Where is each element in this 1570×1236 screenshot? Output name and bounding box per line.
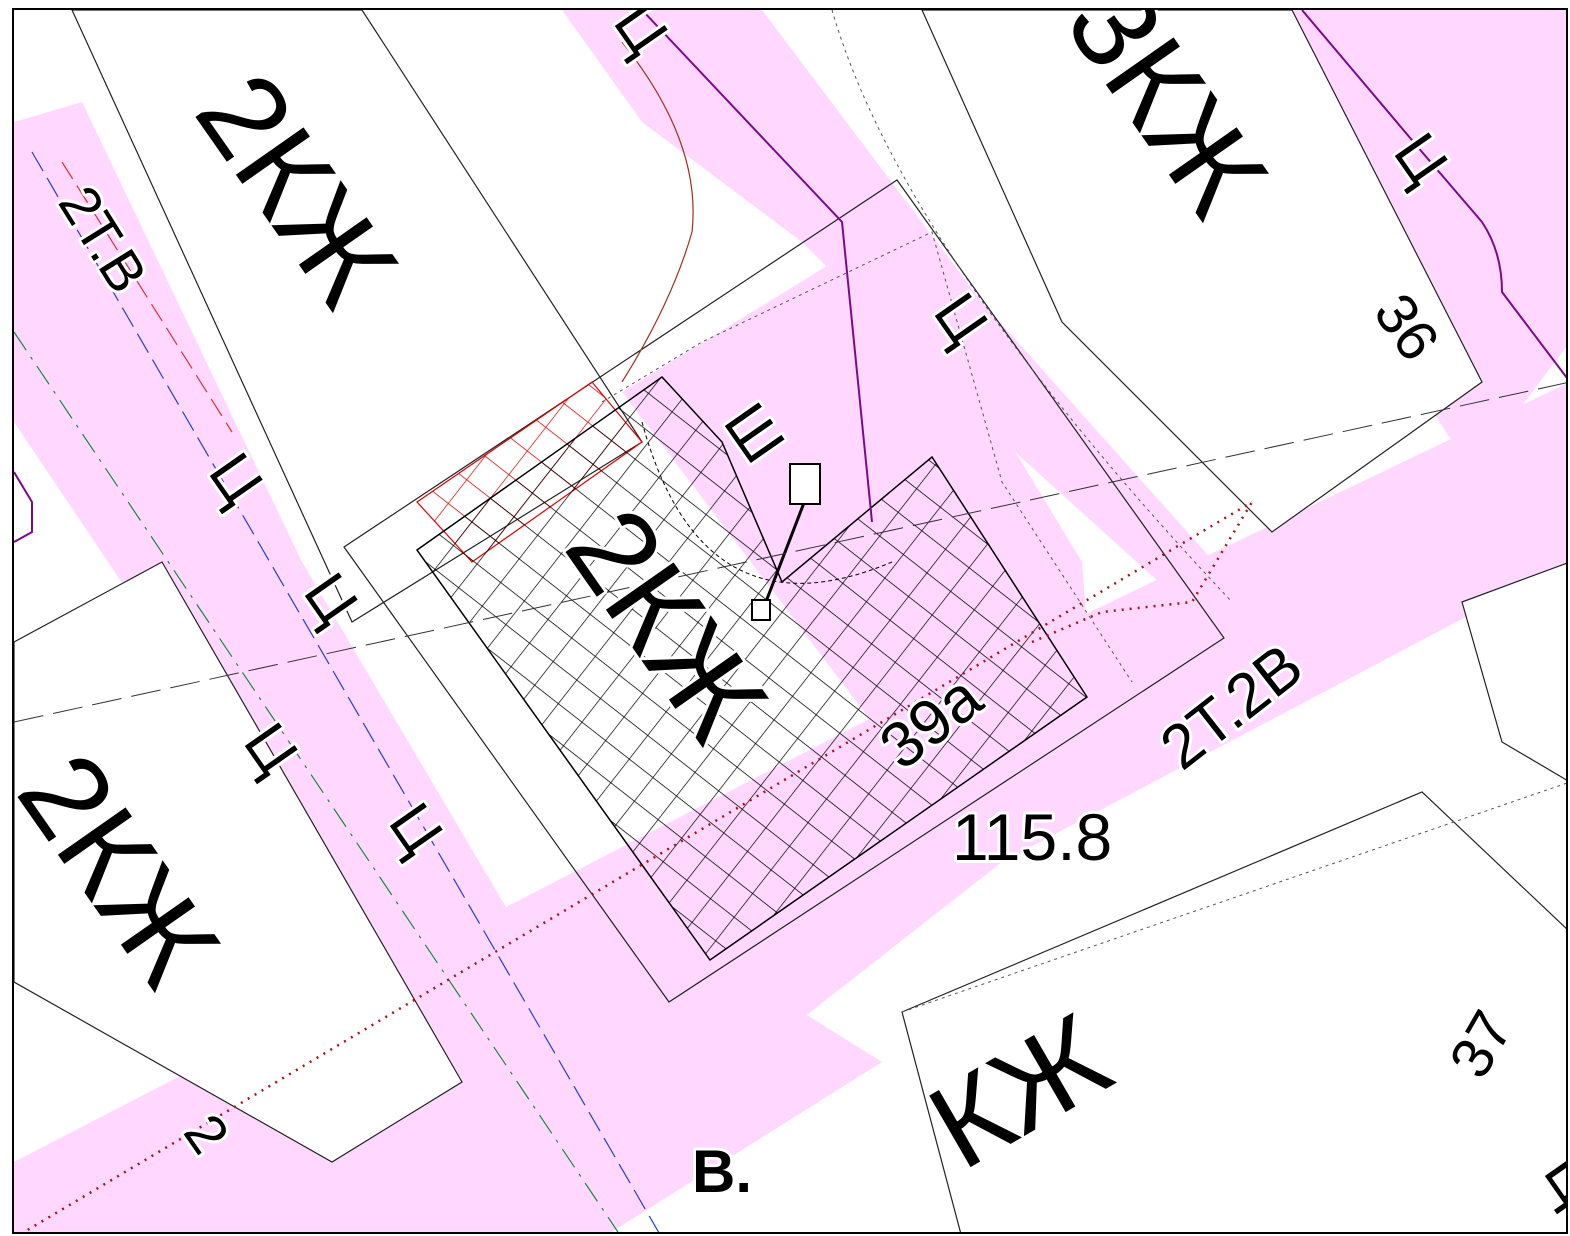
road-bottom-strip xyxy=(372,962,882,1232)
utility-lines xyxy=(14,10,1566,1232)
building-block-top-right xyxy=(921,10,1483,533)
green-dash-line xyxy=(14,331,619,1232)
road-right-strip xyxy=(1292,10,1566,472)
elevation-label: 115.8 xyxy=(952,800,1112,874)
hatch-grid xyxy=(415,376,1089,962)
fence-yard xyxy=(601,231,1133,683)
crane-cab xyxy=(789,463,821,505)
brown-curve xyxy=(621,41,694,383)
building-block-bottom xyxy=(901,791,1566,1232)
street-label: В. xyxy=(692,1138,752,1205)
fence-bottom xyxy=(901,782,1566,1013)
red-dotted-line-right xyxy=(1031,501,1254,644)
purple-boundary-left xyxy=(14,471,33,543)
crane-arc xyxy=(641,421,893,584)
red-dash-line xyxy=(61,161,233,433)
red-dotted-line-main xyxy=(21,500,1253,1232)
site-outline xyxy=(343,179,1225,1003)
purple-boundary-top xyxy=(641,10,873,523)
purple-boundary-right xyxy=(1301,10,1566,379)
construction-parcel xyxy=(415,376,1089,962)
road-left-strip xyxy=(14,102,562,1102)
center-dash-line xyxy=(14,382,1566,723)
map-canvas[interactable]: 2КЖ 3КЖ 2КЖ 2КЖ КЖ 36 37 39а 2 115.8 2Т.… xyxy=(14,10,1568,1234)
buildings xyxy=(14,10,1566,1232)
building-block-right-small xyxy=(1461,562,1566,781)
crane-base xyxy=(751,599,771,621)
fence-top xyxy=(831,10,1233,603)
building-block-left xyxy=(14,561,463,1163)
map-frame: 2КЖ 3КЖ 2КЖ 2КЖ КЖ 36 37 39а 2 115.8 2Т.… xyxy=(12,8,1568,1234)
